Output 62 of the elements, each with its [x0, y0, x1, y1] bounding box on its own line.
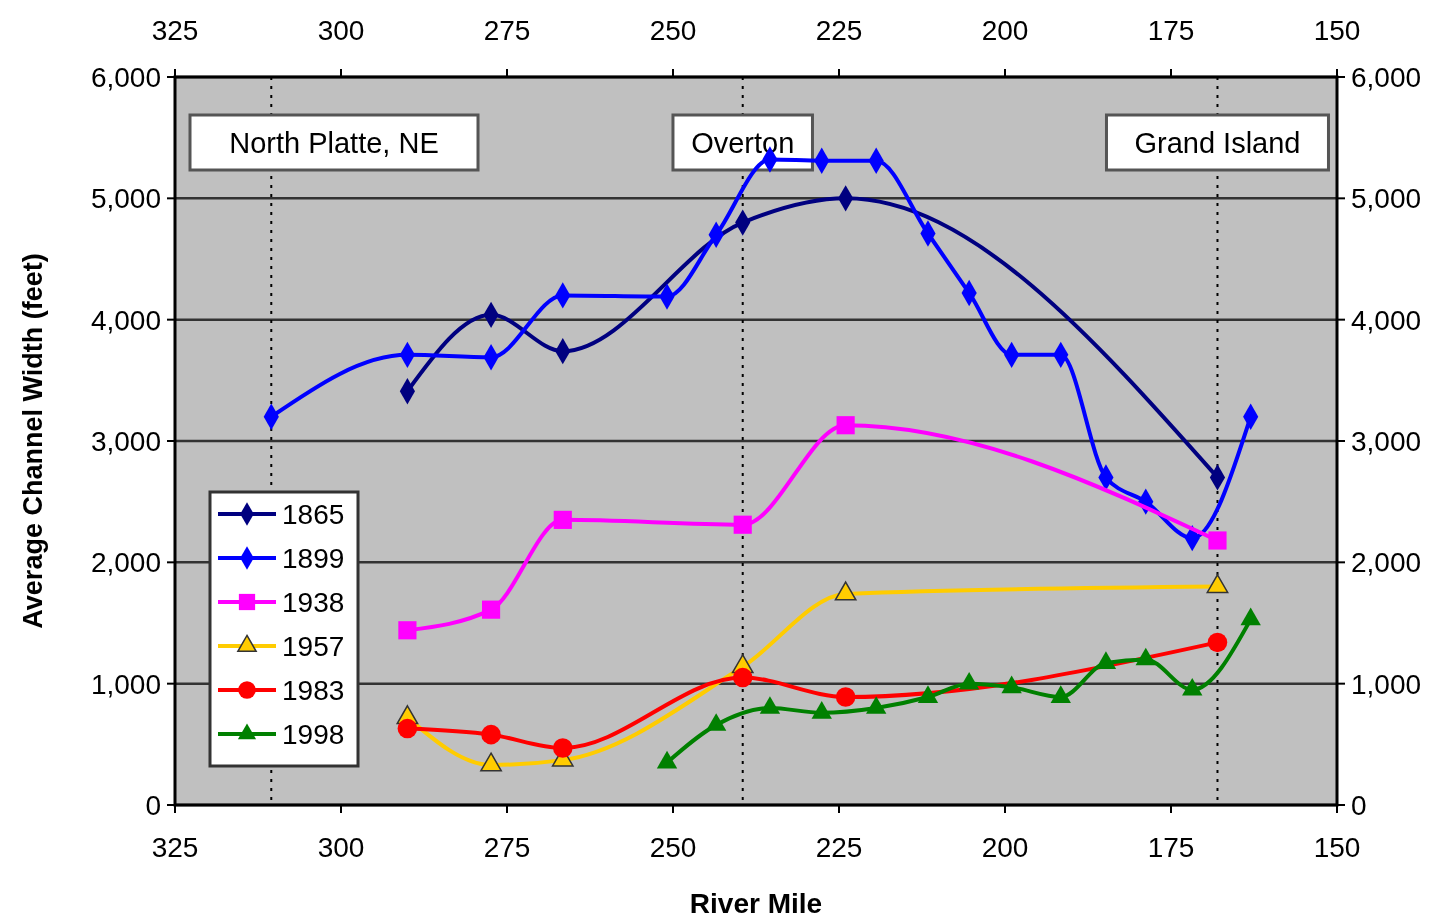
x-tick-label: 275	[483, 832, 531, 863]
x2-tick-label: 325	[151, 15, 199, 46]
y-tick-label: 1,000	[90, 668, 161, 700]
point	[733, 515, 752, 534]
x2-tick-label: 200	[981, 15, 1029, 46]
x-tick-label: 325	[151, 832, 199, 863]
y2-tick-label: 1,000	[1351, 668, 1422, 700]
ref-line-label: North Platte, NE	[229, 126, 439, 159]
point	[1206, 574, 1229, 594]
x-tick-label: 150	[1313, 832, 1361, 863]
point	[759, 696, 781, 714]
legend-label: 1865	[282, 499, 345, 530]
legend-label: 1983	[282, 675, 345, 706]
point	[705, 713, 727, 731]
y-tick-label: 5,000	[90, 183, 161, 215]
point	[1240, 607, 1261, 626]
point	[1182, 677, 1203, 696]
y2-tick-label: 6,000	[1351, 62, 1422, 93]
y2-tick-label: 5,000	[1351, 183, 1422, 215]
x2-tick-label: 150	[1313, 15, 1361, 46]
y-tick-label: 6,000	[90, 62, 161, 93]
legend-label: 1957	[282, 631, 345, 662]
point	[1001, 675, 1022, 694]
point	[656, 750, 678, 769]
ref-line-label: Grand Island	[1134, 126, 1301, 159]
x2-tick-label: 175	[1147, 15, 1195, 46]
legend-label: 1998	[282, 719, 345, 750]
x2-tick-label: 225	[815, 15, 863, 46]
y-axis-title: Average Channel Width (feet)	[18, 253, 48, 629]
point	[834, 581, 857, 601]
y-tick-label: 4,000	[90, 304, 161, 336]
y2-tick-label: 2,000	[1351, 547, 1422, 579]
legend-label: 1938	[282, 587, 345, 618]
x-tick-label: 250	[649, 832, 697, 863]
y-tick-label: 3,000	[90, 426, 161, 457]
x-tick-label: 200	[981, 832, 1029, 863]
point	[958, 671, 980, 690]
y2-tick-label: 0	[1351, 790, 1367, 821]
x-axis-title: River Mile	[689, 888, 823, 918]
y-tick-label: 0	[145, 790, 161, 821]
ref-line-label: Overton	[691, 126, 795, 159]
point	[1095, 651, 1117, 669]
point	[811, 701, 832, 719]
point	[865, 696, 887, 714]
x2-tick-label: 250	[649, 15, 697, 46]
x-tick-label: 175	[1147, 832, 1195, 863]
point	[917, 685, 939, 703]
x2-tick-label: 300	[317, 15, 365, 46]
y2-tick-label: 4,000	[1351, 304, 1422, 336]
point	[836, 416, 855, 435]
point	[1135, 647, 1156, 666]
x2-tick-label: 275	[483, 15, 531, 46]
point	[480, 752, 503, 772]
y-tick-label: 2,000	[90, 547, 161, 579]
point	[481, 600, 501, 619]
point	[553, 510, 572, 529]
y2-tick-label: 3,000	[1351, 426, 1422, 457]
legend-label: 1899	[282, 543, 345, 574]
point	[1208, 531, 1227, 550]
x-tick-label: 300	[317, 832, 365, 863]
x-tick-label: 225	[815, 832, 863, 863]
point	[1050, 685, 1071, 703]
